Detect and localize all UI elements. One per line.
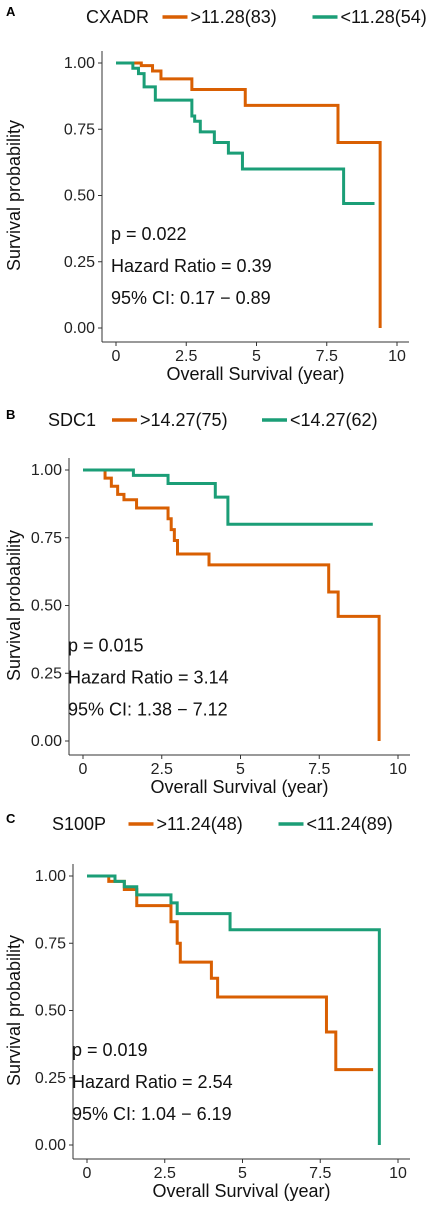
legend-label-1: <14.27(62) <box>290 410 378 430</box>
y-tick-label: 0.50 <box>64 188 95 205</box>
y-tick-label: 1.00 <box>64 55 95 72</box>
x-axis-title: Overall Survival (year) <box>166 364 344 384</box>
stat-annotation: 95% CI: 0.17 − 0.89 <box>111 288 271 308</box>
survival-curve-1 <box>87 874 381 1145</box>
y-tick-label: 0.25 <box>64 254 95 271</box>
y-tick-label: 0.25 <box>31 665 62 682</box>
y-tick-label: 0.00 <box>31 733 62 750</box>
stat-annotation: p = 0.015 <box>68 635 144 655</box>
y-tick-label: 0.25 <box>35 1070 66 1087</box>
y-axis-title: Survival probability <box>4 530 24 681</box>
x-tick-label: 7.5 <box>316 348 338 365</box>
legend-gene: CXADR <box>86 7 149 27</box>
survival-curve-1 <box>116 61 375 205</box>
legend-label-0: >11.28(83) <box>191 7 277 27</box>
x-tick-label: 10 <box>389 761 407 778</box>
y-axis-title: Survival probability <box>4 935 24 1086</box>
y-tick-label: 0.00 <box>64 320 95 337</box>
y-tick-label: 1.00 <box>35 868 66 885</box>
x-tick-label: 2.5 <box>151 761 173 778</box>
y-tick-label: 0.75 <box>64 121 95 138</box>
x-tick-label: 10 <box>389 1165 407 1182</box>
legend-gene: S100P <box>52 814 106 834</box>
x-axis-title: Overall Survival (year) <box>150 777 328 797</box>
survival-curve-1 <box>83 468 373 526</box>
legend-label-0: >11.24(48) <box>157 814 243 834</box>
panel-c: C S100P >11.24(48) <11.24(89) 0.00 0.25 0.50 0.… <box>4 811 410 1201</box>
x-tick-label: 0 <box>112 348 121 365</box>
y-tick-label: 0.75 <box>35 935 66 952</box>
stat-annotation: 95% CI: 1.04 − 6.19 <box>72 1104 232 1124</box>
x-tick-label: 5 <box>238 1165 247 1182</box>
x-axis-title: Overall Survival (year) <box>152 1181 330 1201</box>
x-tick-label: 2.5 <box>154 1165 176 1182</box>
legend-label-0: >14.27(75) <box>140 410 228 430</box>
y-tick-label: 0.50 <box>31 598 62 615</box>
panel-a: A CXADR >11.28(83) <11.28(54) 0.00 0.25 0.50 0.… <box>4 4 427 384</box>
x-tick-label: 0 <box>83 1165 92 1182</box>
y-axis-title: Survival probability <box>4 120 24 271</box>
x-tick-label: 5 <box>236 761 245 778</box>
x-tick-label: 5 <box>252 348 261 365</box>
survival-curve-0 <box>83 468 381 741</box>
legend-label-1: <11.28(54) <box>341 7 427 27</box>
x-tick-label: 7.5 <box>308 761 330 778</box>
survival-curve-0 <box>116 61 382 328</box>
stat-annotation: p = 0.019 <box>72 1040 148 1060</box>
panel-b: B SDC1 >14.27(75) <14.27(62) 0.00 0.25 0.50 0.7… <box>4 407 410 797</box>
stat-annotation: Hazard Ratio = 2.54 <box>72 1072 233 1092</box>
x-tick-label: 10 <box>388 348 406 365</box>
x-tick-label: 7.5 <box>309 1165 331 1182</box>
legend-gene: SDC1 <box>48 410 96 430</box>
stat-annotation: Hazard Ratio = 0.39 <box>111 256 272 276</box>
panel-letter: A <box>6 4 16 19</box>
y-tick-label: 0.50 <box>35 1003 66 1020</box>
y-tick-label: 0.75 <box>31 530 62 547</box>
stat-annotation: p = 0.022 <box>111 224 187 244</box>
y-tick-label: 0.00 <box>35 1137 66 1154</box>
legend-label-1: <11.24(89) <box>307 814 393 834</box>
panel-letter: B <box>6 407 15 422</box>
panel-letter: C <box>6 811 16 826</box>
stat-annotation: 95% CI: 1.38 − 7.12 <box>68 699 228 719</box>
stat-annotation: Hazard Ratio = 3.14 <box>68 667 229 687</box>
x-tick-label: 2.5 <box>175 348 197 365</box>
y-tick-label: 1.00 <box>31 462 62 479</box>
x-tick-label: 0 <box>79 761 88 778</box>
